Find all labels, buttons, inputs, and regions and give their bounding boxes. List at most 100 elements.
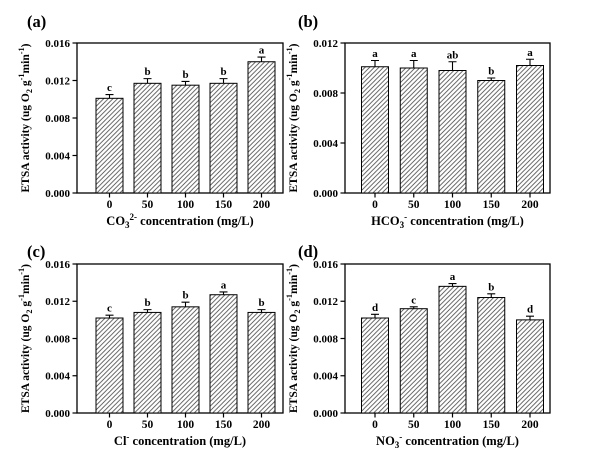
- x-tick-label: 0: [107, 199, 113, 211]
- panel-label: (c): [27, 242, 45, 261]
- x-axis-title: HCO3- concentration (mg/L): [371, 212, 524, 230]
- sig-letter: b: [220, 66, 226, 78]
- bar-200: [247, 61, 276, 194]
- sig-letter: b: [144, 66, 150, 78]
- y-tick-label: 0.000: [313, 408, 338, 420]
- x-tick-label: 200: [521, 419, 539, 431]
- y-tick-label: 0.012: [45, 296, 70, 308]
- sig-letter: b: [488, 281, 494, 293]
- error-bar: [257, 56, 266, 62]
- x-tick-label: 100: [177, 419, 195, 431]
- sig-letter: b: [488, 66, 494, 78]
- x-tick-label: 50: [408, 199, 420, 211]
- bar-150: [477, 297, 506, 414]
- panel-label: (a): [27, 12, 46, 31]
- sig-letter: c: [107, 303, 112, 315]
- error-bar: [487, 77, 496, 81]
- x-tick-label: 200: [521, 199, 539, 211]
- y-tick-label: 0.004: [45, 371, 70, 383]
- panel-b: 0.000 0.004 0.008 0.012 a 0 a 50 ab 100 b 150 a 200 (b…: [285, 12, 551, 230]
- y-tick-label: 0.012: [313, 296, 338, 308]
- error-bar: [487, 293, 496, 298]
- panel-label: (d): [298, 242, 318, 261]
- sig-letter: b: [182, 290, 188, 302]
- y-tick-label: 0.004: [45, 150, 70, 162]
- x-tick-label: 100: [444, 199, 462, 211]
- y-tick-label: 0.016: [45, 259, 70, 271]
- error-bar: [371, 59, 379, 67]
- bar-100: [171, 84, 200, 194]
- x-tick-label: 100: [177, 199, 195, 211]
- bar-150: [477, 80, 506, 194]
- x-tick-label: 50: [142, 199, 154, 211]
- y-axis-title: ETSA activity (ug O2 g-1min-1): [17, 43, 34, 192]
- sig-letter: ab: [447, 49, 459, 61]
- bar-100: [438, 285, 467, 414]
- sig-letter: c: [411, 294, 416, 306]
- bar-50: [399, 67, 428, 194]
- bar-200: [516, 65, 544, 194]
- error-bar: [181, 80, 190, 86]
- x-tick-label: 0: [372, 199, 378, 211]
- x-tick-label: 50: [408, 419, 420, 431]
- sig-letter: a: [411, 48, 417, 60]
- bar-0: [361, 317, 389, 414]
- x-tick-label: 150: [215, 199, 233, 211]
- y-tick-label: 0.012: [45, 75, 70, 87]
- error-bar: [409, 306, 418, 309]
- y-tick-label: 0.004: [313, 371, 338, 383]
- y-tick-label: 0.000: [313, 188, 338, 200]
- sig-letter: a: [527, 47, 533, 59]
- x-tick-label: 150: [483, 199, 501, 211]
- bar-50: [133, 311, 162, 414]
- x-tick-label: 150: [483, 419, 501, 431]
- error-bar: [448, 61, 457, 71]
- sig-letter: a: [259, 45, 265, 57]
- bar-0: [361, 66, 389, 194]
- y-tick-label: 0.016: [45, 38, 70, 50]
- y-axis-title: ETSA activity (ug O2 g-1min-1): [285, 43, 302, 192]
- x-axis-title: CO32- concentration (mg/L): [106, 212, 253, 230]
- x-tick-label: 200: [253, 199, 271, 211]
- x-tick-label: 0: [372, 419, 378, 431]
- x-tick-label: 0: [107, 419, 113, 431]
- error-bar: [143, 309, 152, 313]
- bar-100: [438, 70, 467, 194]
- error-bar: [181, 301, 190, 307]
- y-tick-label: 0.008: [45, 113, 70, 125]
- error-bar: [219, 291, 228, 295]
- y-axis-title: ETSA activity (ug O2 g-1min-1): [285, 264, 302, 413]
- x-tick-label: 200: [253, 419, 271, 431]
- error-bar: [526, 58, 534, 66]
- bar-0: [95, 97, 124, 194]
- sig-letter: b: [258, 297, 264, 309]
- y-tick-label: 0.000: [45, 188, 70, 200]
- y-tick-label: 0.016: [313, 259, 338, 271]
- bar-50: [133, 82, 162, 194]
- panel-a: 0.000 0.004 0.008 0.012 0.016 c 0 b 50 b 100 b 150 a 2…: [17, 12, 284, 230]
- error-bar: [219, 78, 228, 84]
- error-bar: [371, 313, 379, 319]
- error-bar: [257, 309, 266, 313]
- sig-letter: a: [450, 271, 456, 283]
- bar-100: [171, 306, 200, 414]
- error-bar: [105, 94, 114, 99]
- sig-letter: c: [107, 82, 112, 94]
- sig-letter: d: [527, 304, 533, 316]
- y-tick-label: 0.008: [45, 333, 70, 345]
- bar-50: [399, 308, 428, 414]
- error-bar: [448, 283, 457, 287]
- sig-letter: d: [372, 302, 378, 314]
- bar-200: [516, 319, 544, 414]
- y-tick-label: 0.012: [313, 38, 338, 50]
- y-tick-label: 0.008: [313, 88, 338, 100]
- panel-d: 0.000 0.004 0.008 0.012 0.016 d 0 c 50 a 100 b 150 d 2…: [285, 242, 551, 450]
- bar-200: [247, 311, 276, 414]
- x-tick-label: 100: [444, 419, 462, 431]
- panel-label: (b): [298, 12, 318, 31]
- error-bar: [526, 315, 534, 320]
- x-tick-label: 50: [142, 419, 154, 431]
- bar-150: [209, 294, 238, 414]
